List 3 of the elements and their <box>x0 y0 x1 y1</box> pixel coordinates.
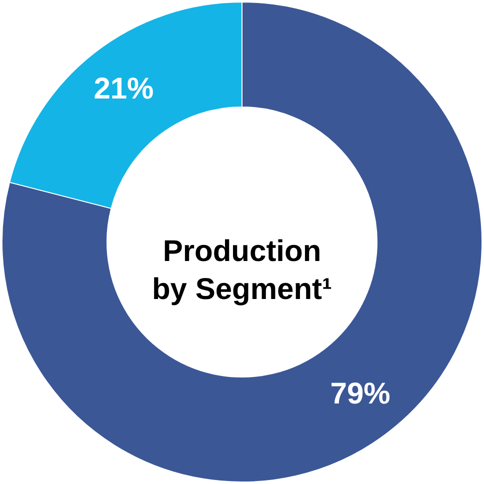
text: Production by Segment¹ <box>152 235 332 306</box>
data-label: 21% <box>94 72 154 106</box>
data-label: 79% <box>330 378 390 410</box>
